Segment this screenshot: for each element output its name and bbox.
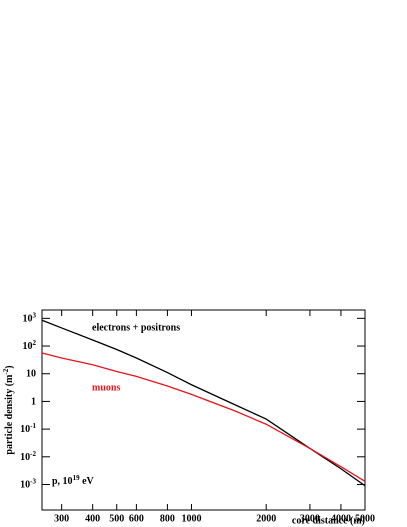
annotation-end: eV: [80, 476, 95, 487]
y-axis-label-sup: -2: [2, 368, 10, 374]
y-tick-label-label: 10: [20, 480, 30, 491]
annotation-sup: 19: [73, 474, 81, 482]
y-tick-label-label: 10: [23, 341, 33, 352]
y-tick-label-sup: 2: [33, 339, 37, 347]
x-tick-label: 300: [54, 513, 69, 524]
y-axis-label-text: particle density (m: [4, 374, 15, 455]
y-tick-label-sup: 3: [33, 311, 37, 319]
x-tick-label: 400: [85, 513, 100, 524]
y-tick-label-label: 10: [20, 424, 30, 435]
series-label: muons: [92, 382, 120, 393]
y-tick-label: 10-3: [20, 477, 36, 491]
y-tick-label-label: 10: [26, 369, 36, 380]
y-tick-label-label: 1: [31, 397, 36, 408]
x-tick-label: 600: [129, 513, 144, 524]
x-tick-label: 1000: [181, 513, 201, 524]
annotation-text: p, 10: [52, 476, 73, 487]
y-tick-label-sup: -1: [30, 422, 36, 430]
y-tick-label: 102: [23, 339, 37, 353]
y-tick-label-sup: -3: [30, 477, 36, 485]
x-tick-label: 500: [109, 513, 124, 524]
y-tick-label: 1: [31, 397, 36, 408]
y-tick-label: 10-1: [20, 422, 36, 436]
x-axis-label: core distance (m): [292, 515, 365, 526]
x-tick-label: 800: [160, 513, 175, 524]
y-tick-label-label: 10: [20, 452, 30, 463]
x-tick-label: 3000: [300, 513, 320, 524]
y-axis-label: particle density (m-2): [2, 365, 16, 454]
series-line: [41, 352, 366, 482]
y-axis-label-end: ): [4, 365, 15, 368]
x-tick-label: 2000: [256, 513, 276, 524]
x-tick-label: 5000: [355, 513, 375, 524]
y-tick-label-sup: -2: [30, 449, 36, 457]
y-tick-label: 10: [26, 369, 36, 380]
series-line: [41, 319, 366, 487]
x-tick-label: 4000: [331, 513, 351, 524]
y-tick-label: 103: [23, 311, 37, 325]
y-tick-label: 10-2: [20, 449, 36, 463]
plot-frame: [41, 309, 366, 511]
series-label: electrons + positrons: [92, 322, 180, 333]
y-tick-label-label: 10: [23, 314, 33, 325]
annotation: p, 1019 eV: [52, 474, 95, 488]
